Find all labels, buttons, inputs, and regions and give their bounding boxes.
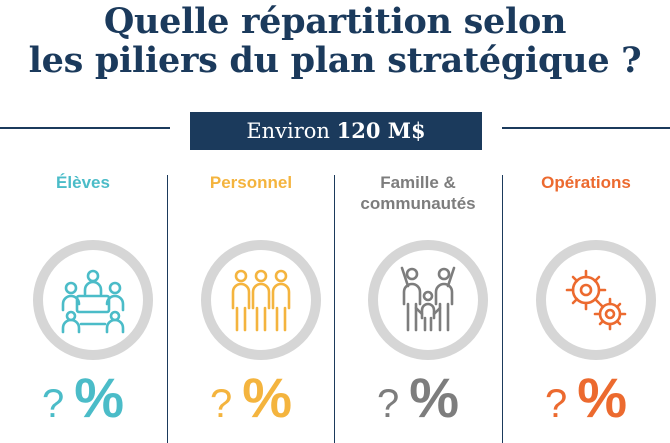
- pillar-personnel: Personnel ?%: [168, 172, 334, 428]
- column-divider: [334, 175, 335, 443]
- percent-sign: %: [242, 366, 293, 429]
- question-mark: ?: [376, 382, 400, 426]
- title-line-2: les piliers du plan stratégique ?: [28, 40, 642, 81]
- staff-group-icon: [231, 269, 291, 332]
- column-divider: [167, 175, 168, 443]
- left-rule: [0, 127, 170, 129]
- students-at-table-icon: [61, 269, 125, 334]
- title-line-1: Quelle répartition selon: [103, 1, 567, 42]
- pillar-famille-communautes: Famille & communautés ?%: [335, 172, 501, 428]
- column-divider: [502, 175, 503, 443]
- pillar-label: Opérations: [541, 173, 631, 192]
- gears-icon: [565, 269, 627, 331]
- percent-sign: %: [74, 366, 125, 429]
- pillar-label: Élèves: [56, 173, 110, 192]
- pillar-label: Personnel: [209, 173, 293, 192]
- pillar-operations: Opérations ?%: [503, 172, 669, 428]
- question-mark: ?: [544, 382, 568, 426]
- question-mark: ?: [41, 382, 65, 426]
- family-community-icon: [400, 266, 456, 332]
- pillar-icon-ring: [536, 240, 656, 360]
- pillar-eleves: Élèves ?%: [0, 172, 166, 428]
- pillar-icon-ring: [201, 240, 321, 360]
- page-title: Quelle répartition selon les piliers du …: [0, 2, 670, 80]
- pillar-icon-ring: [368, 240, 488, 360]
- budget-banner: Environ 120 M$: [190, 112, 482, 150]
- banner-prefix: Environ: [246, 119, 330, 143]
- question-mark: ?: [209, 382, 233, 426]
- pillar-icon-ring: [33, 240, 153, 360]
- percentage-placeholder: ?%: [168, 368, 334, 443]
- pillar-label: Famille & communautés: [360, 173, 476, 213]
- percent-sign: %: [409, 366, 460, 429]
- right-rule: [502, 127, 670, 129]
- percent-sign: %: [577, 366, 628, 429]
- percentage-placeholder: ?%: [503, 368, 669, 443]
- percentage-placeholder: ?%: [335, 368, 501, 443]
- percentage-placeholder: ?%: [0, 368, 166, 443]
- banner-amount: 120 M$: [336, 118, 426, 143]
